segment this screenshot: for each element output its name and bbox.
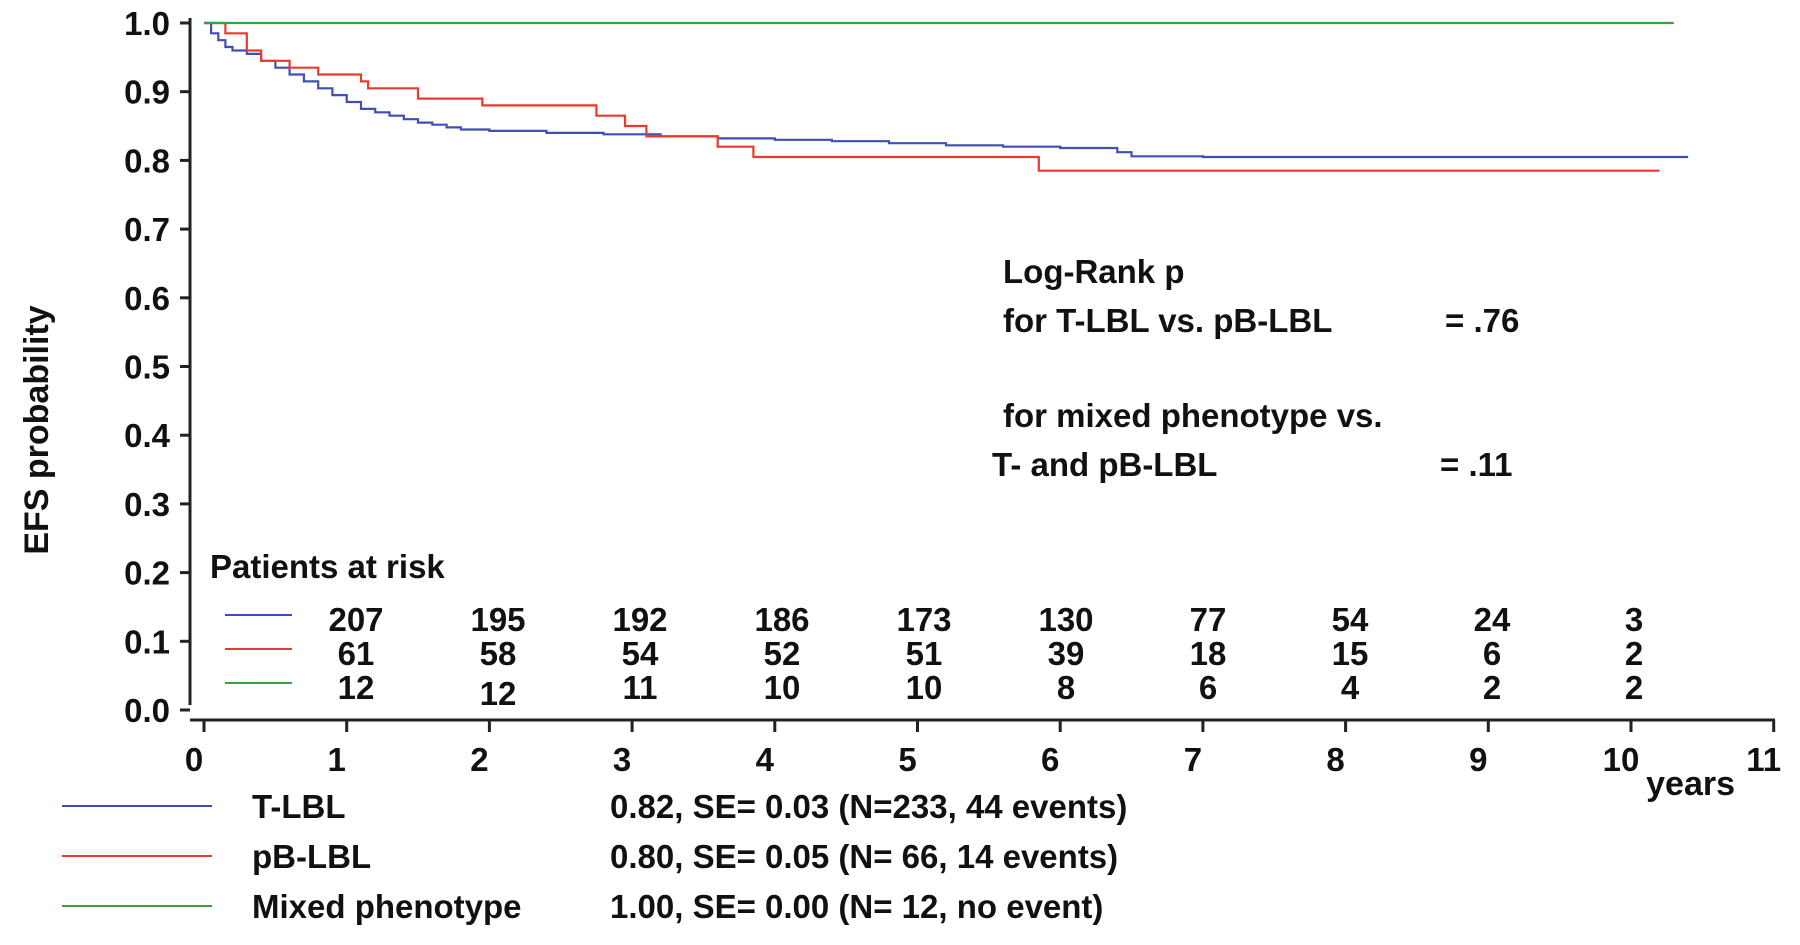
risk-count: 77 <box>1190 601 1227 638</box>
risk-count: 24 <box>1474 601 1511 638</box>
x-tick-label: 4 <box>756 741 775 778</box>
risk-count: 11 <box>623 669 658 706</box>
logrank-annotation: Log-Rank p for T-LBL vs. pB-LBL = .76 fo… <box>992 253 1519 483</box>
x-axis-label: years <box>1646 765 1735 803</box>
p-value-2: = .11 <box>1440 446 1513 483</box>
risk-count: 6 <box>1483 635 1501 672</box>
y-tick-label: 0.1 <box>124 623 170 660</box>
x-tick-label: 8 <box>1326 741 1344 778</box>
legend-summary: 0.82, SE= 0.03 (N=233, 44 events) <box>610 788 1127 825</box>
y-tick-label: 0.0 <box>124 692 170 729</box>
y-tick-label: 0.8 <box>124 142 170 179</box>
legend-label: pB-LBL <box>252 838 371 875</box>
x-tick-label: 7 <box>1184 741 1202 778</box>
risk-count: 195 <box>470 601 525 638</box>
risk-count: 39 <box>1048 635 1085 672</box>
risk-count: 4 <box>1341 669 1360 706</box>
comparison-2b-label: T- and pB-LBL <box>992 446 1217 483</box>
risk-count: 12 <box>338 669 375 706</box>
patients-at-risk-title: Patients at risk <box>210 548 445 585</box>
comparison-1-label: for T-LBL vs. pB-LBL <box>1003 302 1332 339</box>
risk-count: 15 <box>1332 635 1369 672</box>
x-tick-label: 1 <box>328 741 346 778</box>
y-tick-label: 0.6 <box>124 280 170 317</box>
risk-table: 207 195 192 186 173 130 77 54 24 361 58 54 52 51 39 18 1… <box>225 601 1643 712</box>
risk-count: 130 <box>1038 601 1093 638</box>
risk-count: 207 <box>328 601 383 638</box>
x-ticks: 0 1 2 3 4 5 6 7 8 9 10 11 <box>185 720 1781 778</box>
risk-count: 6 <box>1199 669 1217 706</box>
y-tick-label: 0.4 <box>124 417 171 454</box>
risk-count: 52 <box>764 635 801 672</box>
risk-count: 58 <box>480 635 517 672</box>
risk-count: 8 <box>1057 669 1075 706</box>
risk-count: 2 <box>1625 635 1643 672</box>
survival-curves <box>204 21 1689 172</box>
legend-summary: 0.80, SE= 0.05 (N= 66, 14 events) <box>610 838 1118 875</box>
risk-count: 2 <box>1483 669 1501 706</box>
risk-count: 12 <box>480 675 517 712</box>
y-tick-label: 0.5 <box>124 349 170 386</box>
logrank-title: Log-Rank p <box>1003 253 1184 290</box>
y-tick-label: 0.2 <box>124 555 170 592</box>
risk-count: 192 <box>612 601 667 638</box>
x-tick-label: 5 <box>898 741 916 778</box>
risk-count: 2 <box>1625 669 1643 706</box>
series-line-pb-lbl <box>204 21 1660 172</box>
risk-count: 186 <box>754 601 809 638</box>
risk-count: 54 <box>1332 601 1369 638</box>
p-value-1: = .76 <box>1445 302 1519 339</box>
risk-count: 61 <box>338 635 375 672</box>
risk-count: 18 <box>1190 635 1227 672</box>
series-line-t-lbl <box>204 21 1689 159</box>
legend-label: T-LBL <box>252 788 345 825</box>
x-tick-label: 3 <box>613 741 631 778</box>
x-tick-label: 6 <box>1041 741 1059 778</box>
x-tick-label: 0 <box>185 741 203 778</box>
legend: T-LBL 0.82, SE= 0.03 (N=233, 44 events) pB… <box>62 788 1127 925</box>
risk-count: 10 <box>906 669 943 706</box>
y-ticks: 0.0 0.1 0.2 0.3 0.4 0.5 0.6 0.7 0.8 0.9 1.0 <box>124 5 190 729</box>
x-tick-label: 11 <box>1746 741 1781 778</box>
y-tick-label: 1.0 <box>124 5 170 42</box>
risk-count: 3 <box>1625 601 1643 638</box>
risk-count: 173 <box>896 601 951 638</box>
risk-count: 10 <box>764 669 801 706</box>
x-tick-label: 2 <box>470 741 488 778</box>
y-tick-label: 0.3 <box>124 486 170 523</box>
y-axis-label: EFS probability <box>18 305 56 554</box>
legend-label: Mixed phenotype <box>252 888 522 925</box>
y-tick-label: 0.9 <box>124 74 170 111</box>
risk-count: 51 <box>906 635 943 672</box>
y-tick-label: 0.7 <box>124 211 170 248</box>
legend-summary: 1.00, SE= 0.00 (N= 12, no event) <box>610 888 1103 925</box>
risk-count: 54 <box>622 635 659 672</box>
comparison-2a-label: for mixed phenotype vs. <box>1003 397 1383 434</box>
x-tick-label: 10 <box>1603 741 1640 778</box>
x-tick-label: 9 <box>1469 741 1487 778</box>
